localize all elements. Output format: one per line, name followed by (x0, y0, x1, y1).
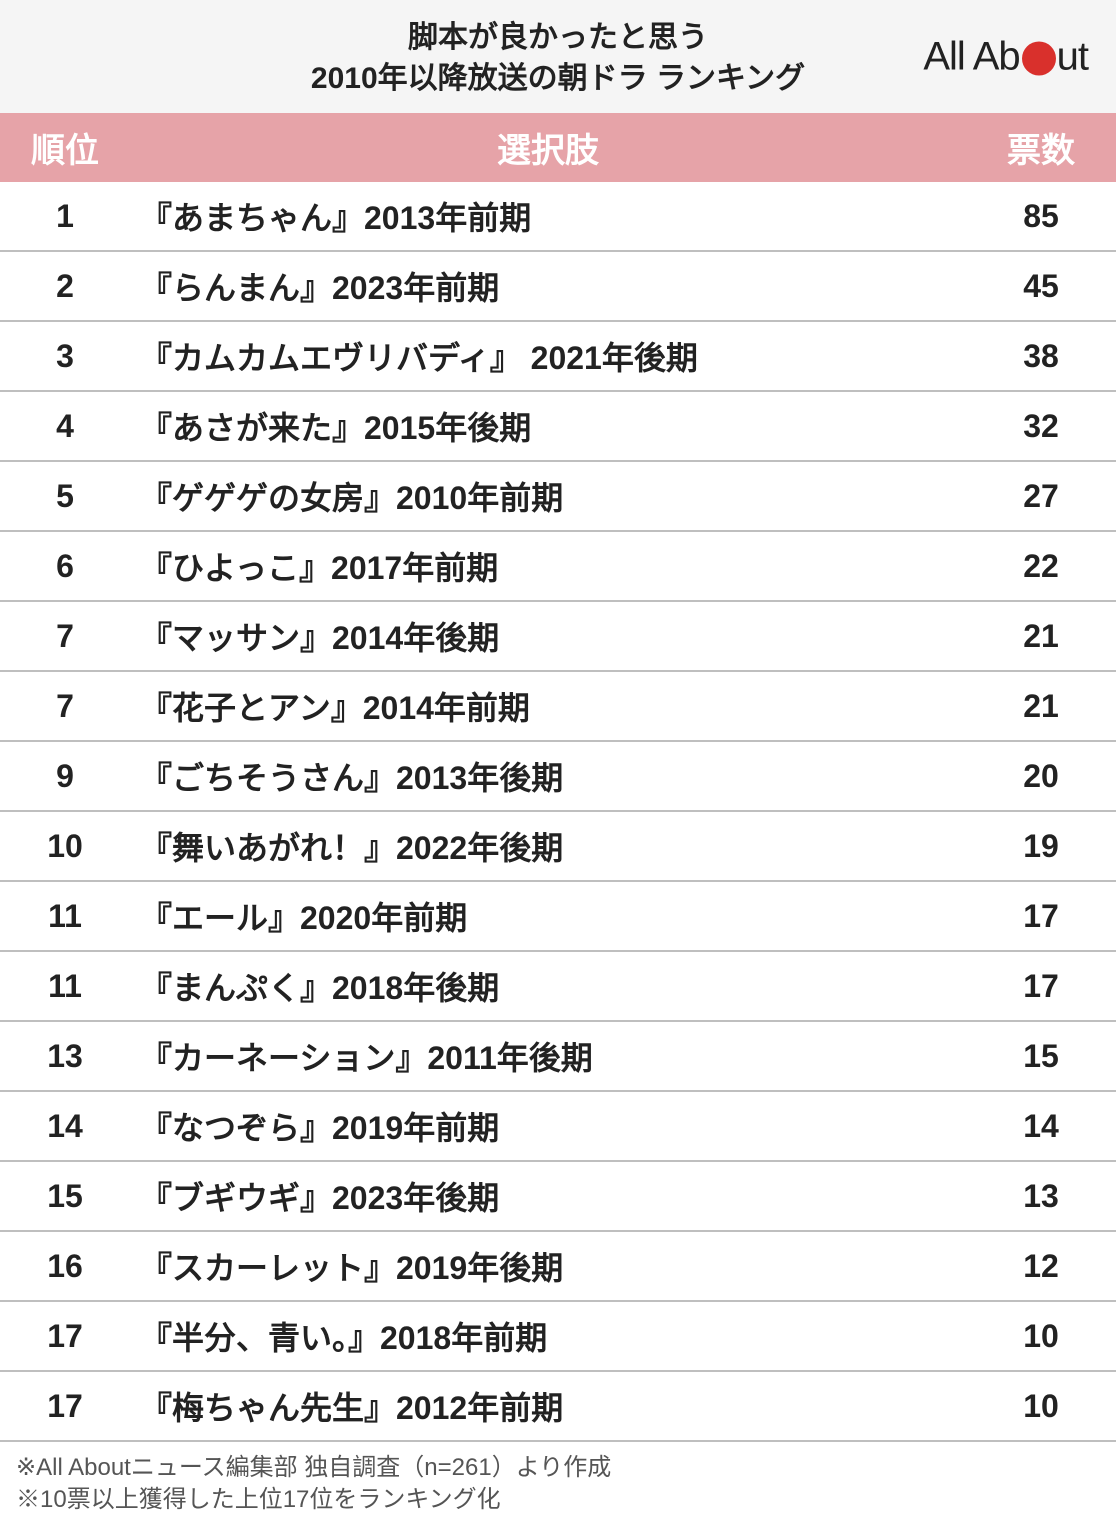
ranking-table-container: 脚本が良かったと思う 2010年以降放送の朝ドラ ランキング All Abut … (0, 0, 1116, 1537)
table-row: 14『なつぞら』2019年前期14 (0, 1092, 1116, 1162)
cell-choice: 『スカーレット』2019年後期 (130, 1243, 966, 1289)
table-row: 11『まんぷく』2018年後期17 (0, 952, 1116, 1022)
cell-rank: 7 (0, 688, 130, 725)
title-line1: 脚本が良かったと思う (311, 18, 805, 59)
cell-choice: 『ひよっこ』2017年前期 (130, 543, 966, 589)
cell-rank: 2 (0, 268, 130, 305)
cell-rank: 17 (0, 1388, 130, 1425)
table-row: 9『ごちそうさん』2013年後期20 (0, 742, 1116, 812)
cell-choice: 『ブギウギ』2023年後期 (130, 1173, 966, 1219)
table-row: 17『梅ちゃん先生』2012年前期10 (0, 1372, 1116, 1442)
cell-choice: 『ごちそうさん』2013年後期 (130, 753, 966, 799)
footnotes: ※All Aboutニュース編集部 独自調査（n=261）より作成 ※10票以上… (0, 1442, 1116, 1537)
cell-choice: 『マッサン』2014年後期 (130, 613, 966, 659)
logo-text-part2: ut (1057, 34, 1088, 79)
cell-votes: 13 (966, 1178, 1116, 1215)
cell-rank: 11 (0, 898, 130, 935)
table-row: 1『あまちゃん』2013年前期85 (0, 182, 1116, 252)
cell-votes: 21 (966, 688, 1116, 725)
table-row: 7『マッサン』2014年後期21 (0, 602, 1116, 672)
title-line2: 2010年以降放送の朝ドラ ランキング (311, 59, 805, 100)
cell-votes: 17 (966, 968, 1116, 1005)
cell-choice: 『梅ちゃん先生』2012年前期 (130, 1383, 966, 1429)
table-row: 17『半分、青い。』2018年前期10 (0, 1302, 1116, 1372)
cell-choice: 『花子とアン』2014年前期 (130, 683, 966, 729)
table-row: 2『らんまん』2023年前期45 (0, 252, 1116, 322)
footnote-line2: ※10票以上獲得した上位17位をランキング化 (16, 1484, 1100, 1516)
cell-choice: 『半分、青い。』2018年前期 (130, 1313, 966, 1359)
cell-rank: 7 (0, 618, 130, 655)
cell-rank: 10 (0, 828, 130, 865)
footnote-line1: ※All Aboutニュース編集部 独自調査（n=261）より作成 (16, 1452, 1100, 1484)
table-row: 13『カーネーション』2011年後期15 (0, 1022, 1116, 1092)
cell-choice: 『カムカムエヴリバディ』 2021年後期 (130, 333, 966, 379)
allabout-logo: All Ab ut (923, 34, 1088, 79)
title: 脚本が良かったと思う 2010年以降放送の朝ドラ ランキング (311, 18, 805, 99)
column-headers: 順位 選択肢 票数 (0, 113, 1116, 182)
cell-votes: 21 (966, 618, 1116, 655)
cell-votes: 22 (966, 548, 1116, 585)
cell-choice: 『カーネーション』2011年後期 (130, 1033, 966, 1079)
cell-rank: 11 (0, 968, 130, 1005)
table-row: 6『ひよっこ』2017年前期22 (0, 532, 1116, 602)
table-row: 15『ブギウギ』2023年後期13 (0, 1162, 1116, 1232)
cell-votes: 10 (966, 1388, 1116, 1425)
cell-choice: 『なつぞら』2019年前期 (130, 1103, 966, 1149)
cell-votes: 45 (966, 268, 1116, 305)
table-row: 3『カムカムエヴリバディ』 2021年後期38 (0, 322, 1116, 392)
table-row: 4『あさが来た』2015年後期32 (0, 392, 1116, 462)
cell-choice: 『あまちゃん』2013年前期 (130, 193, 966, 239)
cell-votes: 17 (966, 898, 1116, 935)
column-header-rank: 順位 (0, 113, 130, 182)
logo-text-part1: All Ab (923, 34, 1019, 79)
cell-choice: 『あさが来た』2015年後期 (130, 403, 966, 449)
cell-rank: 9 (0, 758, 130, 795)
cell-choice: 『舞いあがれ！』2022年後期 (130, 823, 966, 869)
cell-votes: 85 (966, 198, 1116, 235)
cell-rank: 3 (0, 338, 130, 375)
cell-rank: 16 (0, 1248, 130, 1285)
cell-rank: 6 (0, 548, 130, 585)
cell-votes: 32 (966, 408, 1116, 445)
cell-choice: 『ゲゲゲの女房』2010年前期 (130, 473, 966, 519)
cell-votes: 15 (966, 1038, 1116, 1075)
cell-votes: 20 (966, 758, 1116, 795)
cell-votes: 27 (966, 478, 1116, 515)
cell-choice: 『らんまん』2023年前期 (130, 263, 966, 309)
table-row: 16『スカーレット』2019年後期12 (0, 1232, 1116, 1302)
column-header-choice: 選択肢 (130, 113, 966, 182)
cell-rank: 14 (0, 1108, 130, 1145)
cell-rank: 17 (0, 1318, 130, 1355)
cell-choice: 『エール』2020年前期 (130, 893, 966, 939)
table-row: 11『エール』2020年前期17 (0, 882, 1116, 952)
cell-rank: 13 (0, 1038, 130, 1075)
table-body: 1『あまちゃん』2013年前期852『らんまん』2023年前期453『カムカムエ… (0, 182, 1116, 1442)
logo-dot-icon (1022, 42, 1056, 76)
cell-rank: 4 (0, 408, 130, 445)
cell-votes: 10 (966, 1318, 1116, 1355)
cell-votes: 14 (966, 1108, 1116, 1145)
header: 脚本が良かったと思う 2010年以降放送の朝ドラ ランキング All Ab ut (0, 0, 1116, 113)
cell-votes: 19 (966, 828, 1116, 865)
column-header-votes: 票数 (966, 113, 1116, 182)
cell-rank: 1 (0, 198, 130, 235)
cell-rank: 15 (0, 1178, 130, 1215)
cell-votes: 12 (966, 1248, 1116, 1285)
table-row: 7『花子とアン』2014年前期21 (0, 672, 1116, 742)
cell-votes: 38 (966, 338, 1116, 375)
cell-rank: 5 (0, 478, 130, 515)
cell-choice: 『まんぷく』2018年後期 (130, 963, 966, 1009)
table-row: 10『舞いあがれ！』2022年後期19 (0, 812, 1116, 882)
table-row: 5『ゲゲゲの女房』2010年前期27 (0, 462, 1116, 532)
